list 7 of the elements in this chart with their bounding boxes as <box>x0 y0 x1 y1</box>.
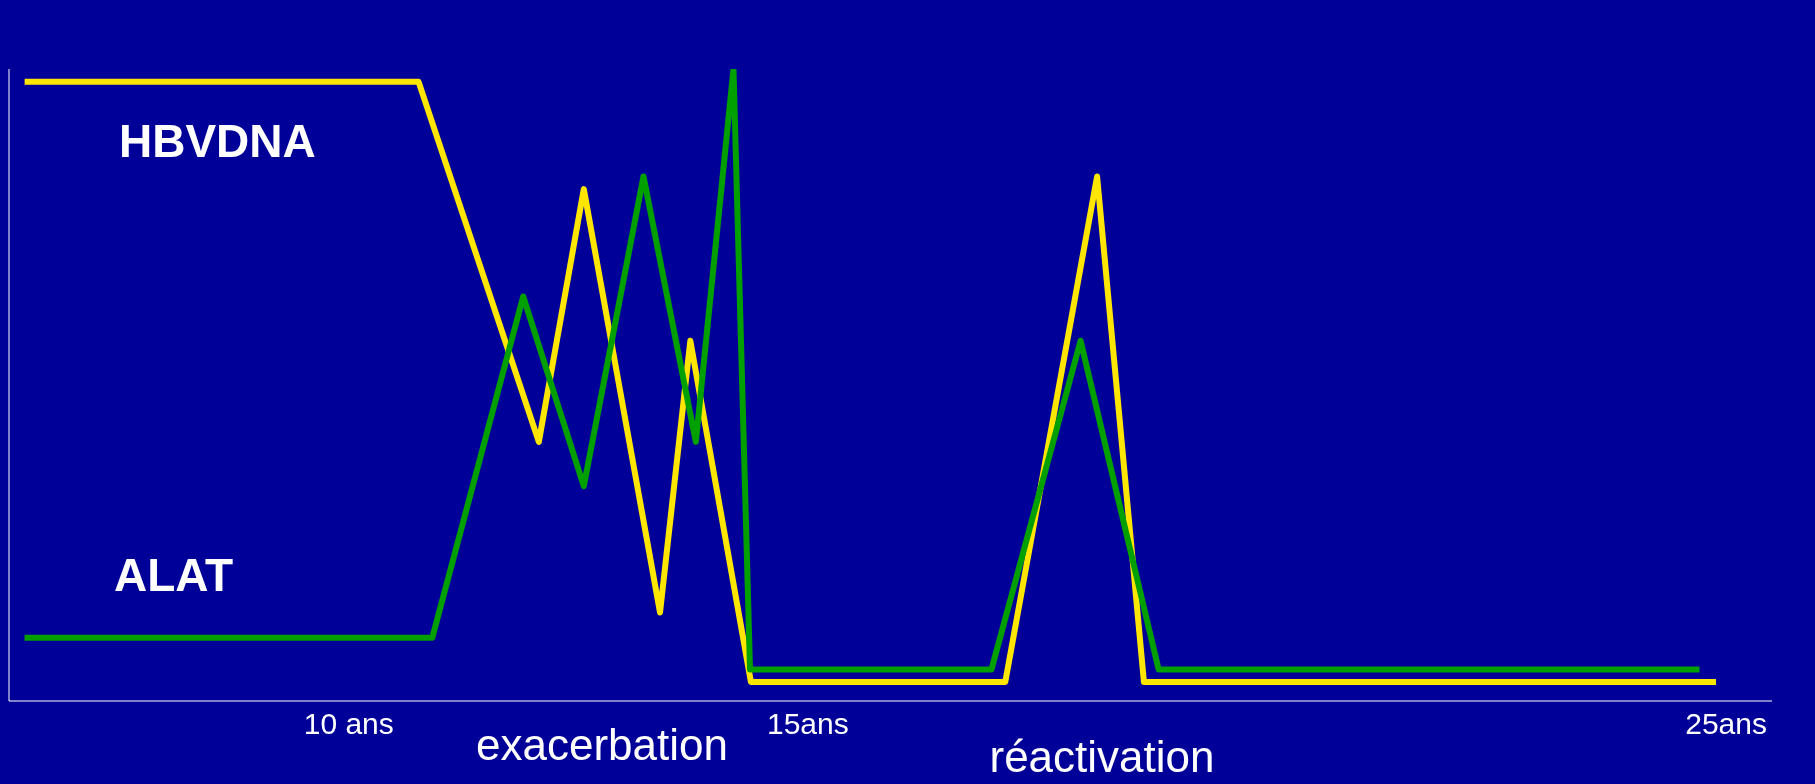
x-tick-label: 10 ans <box>303 707 394 741</box>
series-label: HBVDNA <box>119 115 316 167</box>
x-tick-label: 25ans <box>1685 707 1767 741</box>
text: réactivation <box>989 732 1215 781</box>
text: exacerbation <box>476 720 728 769</box>
x-tick-label: 15ans <box>766 707 849 741</box>
series-label: ALAT <box>114 549 234 601</box>
